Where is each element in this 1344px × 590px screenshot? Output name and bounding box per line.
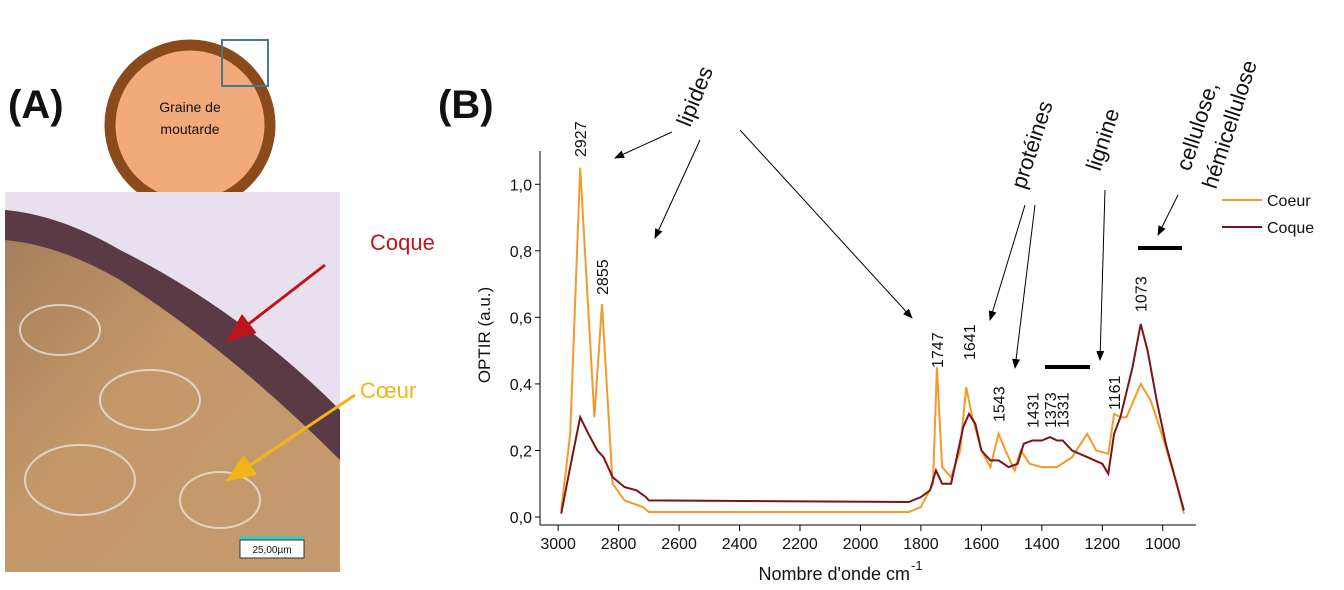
y-tick-label: 1,0 bbox=[510, 177, 532, 194]
group-label: lipides bbox=[671, 63, 718, 130]
peak-label: 1373 bbox=[1043, 392, 1060, 428]
x-tick-label: 2400 bbox=[722, 536, 758, 553]
y-tick-label: 0,8 bbox=[510, 244, 532, 261]
panel-b-label: (B) bbox=[438, 83, 494, 127]
y-axis-label: OPTIR (a.u.) bbox=[475, 287, 494, 383]
legend-label: Coque bbox=[1267, 220, 1314, 237]
peak-label: 1543 bbox=[992, 386, 1009, 422]
coque-label: Coque bbox=[370, 230, 435, 255]
x-tick-label: 2000 bbox=[843, 536, 879, 553]
x-tick-label: 2600 bbox=[661, 536, 697, 553]
x-axis-label: Nombre d'onde cm bbox=[758, 564, 910, 584]
zoom-box bbox=[221, 39, 269, 87]
x-tick-label: 3000 bbox=[540, 536, 576, 553]
peak-label: 2927 bbox=[573, 121, 590, 157]
seed-text: Graine de bbox=[159, 99, 221, 115]
scale-label: 25,00µm bbox=[252, 545, 291, 556]
panel-a-label: (A) bbox=[8, 83, 64, 127]
coeur-arrow bbox=[225, 393, 356, 482]
x-tick-label: 1400 bbox=[1024, 536, 1060, 553]
group-label: lignine bbox=[1081, 105, 1124, 173]
peak-label: 1331 bbox=[1056, 392, 1073, 428]
peak-label: 1073 bbox=[1134, 276, 1151, 312]
seed-text: moutarde bbox=[160, 121, 219, 137]
x-tick-label: 2800 bbox=[601, 536, 637, 553]
peak-label: 1641 bbox=[962, 324, 979, 360]
x-tick-label: 1200 bbox=[1084, 536, 1120, 553]
line-series bbox=[560, 323, 1185, 514]
y-tick-label: 0,4 bbox=[510, 377, 532, 394]
x-axis-label-sup: -1 bbox=[911, 558, 923, 573]
peak-label: 2855 bbox=[595, 259, 612, 295]
coque-arrow bbox=[225, 263, 326, 342]
line-series bbox=[560, 167, 1185, 514]
y-tick-label: 0,2 bbox=[510, 443, 532, 460]
bands bbox=[1045, 246, 1182, 369]
group-label: protéines bbox=[1006, 98, 1058, 192]
micrograph bbox=[5, 192, 340, 572]
peak-label: 1747 bbox=[930, 332, 947, 368]
y-tick-label: 0,0 bbox=[510, 510, 532, 527]
x-tick-label: 1800 bbox=[903, 536, 939, 553]
peak-label: 1161 bbox=[1107, 375, 1124, 410]
peak-label: 1431 bbox=[1025, 392, 1042, 428]
x-tick-label: 2200 bbox=[782, 536, 818, 553]
y-tick-label: 0,6 bbox=[510, 310, 532, 327]
group-arrows bbox=[614, 129, 1179, 369]
coeur-label: Cœur bbox=[360, 378, 416, 403]
x-tick-label: 1000 bbox=[1145, 536, 1181, 553]
legend-label: Coeur bbox=[1267, 193, 1311, 210]
x-tick-label: 1600 bbox=[964, 536, 1000, 553]
